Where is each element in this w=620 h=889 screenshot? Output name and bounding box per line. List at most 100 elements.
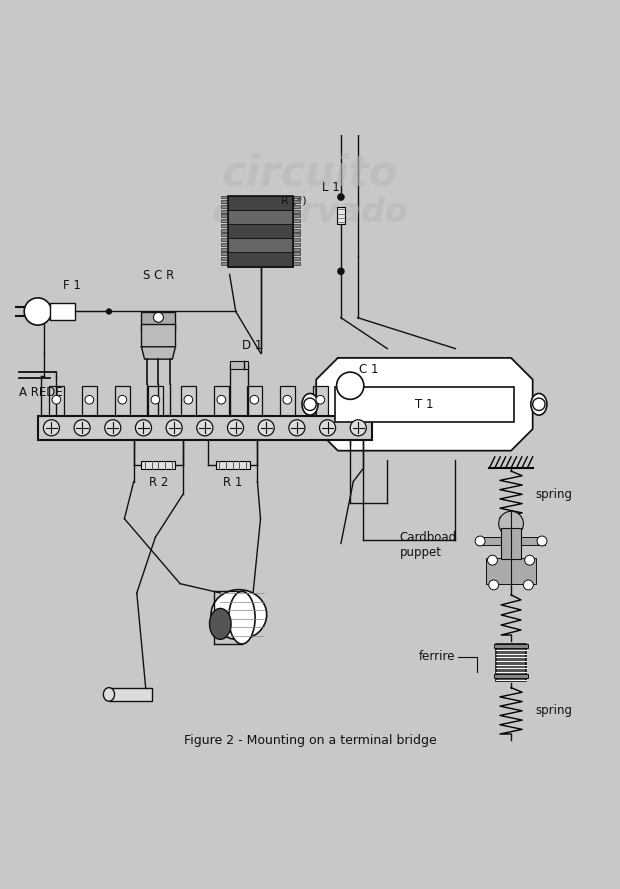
Ellipse shape bbox=[104, 687, 115, 701]
Bar bbox=[228, 252, 293, 267]
Circle shape bbox=[105, 420, 121, 436]
Bar bbox=[228, 238, 293, 252]
Bar bbox=[221, 210, 228, 212]
Circle shape bbox=[258, 420, 274, 436]
Circle shape bbox=[350, 420, 366, 436]
Bar bbox=[293, 210, 301, 212]
Polygon shape bbox=[316, 358, 533, 451]
Bar bbox=[494, 645, 528, 648]
Bar bbox=[293, 262, 301, 265]
Circle shape bbox=[337, 372, 364, 399]
Bar bbox=[230, 361, 247, 369]
Text: D 1: D 1 bbox=[242, 339, 262, 352]
Ellipse shape bbox=[531, 394, 547, 415]
Bar bbox=[214, 387, 229, 416]
Text: spring: spring bbox=[536, 704, 573, 717]
Bar bbox=[221, 200, 228, 204]
Text: R 1: R 1 bbox=[223, 476, 242, 489]
Circle shape bbox=[118, 396, 126, 404]
Bar bbox=[496, 645, 526, 682]
Bar bbox=[221, 196, 228, 198]
Circle shape bbox=[107, 309, 112, 314]
Bar bbox=[221, 257, 228, 260]
Text: T 1: T 1 bbox=[415, 397, 434, 411]
Bar bbox=[228, 224, 293, 238]
Circle shape bbox=[316, 396, 325, 404]
Circle shape bbox=[523, 580, 533, 590]
Bar bbox=[312, 387, 328, 416]
Circle shape bbox=[537, 536, 547, 546]
Circle shape bbox=[475, 536, 485, 546]
Circle shape bbox=[197, 420, 213, 436]
Circle shape bbox=[304, 398, 316, 411]
Circle shape bbox=[217, 396, 226, 404]
Text: circuito: circuito bbox=[222, 153, 398, 195]
Bar bbox=[221, 228, 228, 232]
Circle shape bbox=[338, 268, 344, 275]
Bar bbox=[494, 674, 528, 677]
Circle shape bbox=[319, 420, 335, 436]
Bar bbox=[141, 324, 175, 347]
Bar bbox=[293, 200, 301, 204]
Circle shape bbox=[151, 396, 160, 404]
Bar bbox=[335, 387, 514, 421]
Text: Figure 2 - Mounting on a terminal bridge: Figure 2 - Mounting on a terminal bridge bbox=[184, 733, 436, 747]
Bar bbox=[293, 257, 301, 260]
Bar bbox=[221, 252, 228, 255]
Bar bbox=[221, 238, 228, 241]
Circle shape bbox=[250, 396, 259, 404]
Text: L 1: L 1 bbox=[322, 181, 340, 195]
Bar bbox=[293, 224, 301, 227]
Bar bbox=[115, 387, 130, 416]
Bar bbox=[293, 243, 301, 246]
Text: spring: spring bbox=[536, 488, 573, 501]
Polygon shape bbox=[141, 347, 175, 359]
Circle shape bbox=[338, 194, 344, 200]
Bar bbox=[486, 557, 536, 584]
Circle shape bbox=[349, 396, 358, 404]
Ellipse shape bbox=[302, 394, 318, 415]
Circle shape bbox=[487, 556, 497, 565]
Bar bbox=[228, 196, 293, 267]
Circle shape bbox=[74, 420, 90, 436]
Bar bbox=[293, 196, 301, 198]
Bar bbox=[221, 214, 228, 218]
Bar bbox=[228, 196, 293, 210]
Bar bbox=[221, 243, 228, 246]
Bar bbox=[228, 210, 293, 224]
Bar bbox=[180, 387, 196, 416]
Bar bbox=[337, 207, 345, 224]
Bar bbox=[141, 312, 175, 330]
Bar bbox=[293, 248, 301, 251]
Circle shape bbox=[184, 396, 193, 404]
Bar bbox=[293, 228, 301, 232]
Text: A REDE: A REDE bbox=[19, 386, 63, 399]
Bar bbox=[221, 220, 228, 222]
Text: C 1: C 1 bbox=[360, 364, 379, 376]
Bar bbox=[477, 537, 545, 545]
Circle shape bbox=[135, 420, 151, 436]
Circle shape bbox=[43, 420, 60, 436]
Bar bbox=[141, 461, 175, 469]
Ellipse shape bbox=[211, 589, 267, 639]
Text: R (*): R (*) bbox=[281, 196, 307, 205]
Text: S C R: S C R bbox=[143, 268, 174, 282]
Circle shape bbox=[525, 556, 534, 565]
Bar bbox=[38, 416, 372, 439]
Text: observado: observado bbox=[211, 196, 409, 229]
Bar bbox=[293, 205, 301, 208]
Text: F 1: F 1 bbox=[63, 279, 81, 292]
Bar bbox=[293, 238, 301, 241]
Ellipse shape bbox=[229, 591, 255, 644]
Bar bbox=[293, 214, 301, 218]
Bar bbox=[221, 234, 228, 236]
Text: Cardboad
puppet: Cardboad puppet bbox=[400, 532, 457, 559]
Bar bbox=[221, 224, 228, 227]
Bar bbox=[221, 248, 228, 251]
Circle shape bbox=[154, 312, 164, 323]
Bar bbox=[48, 387, 64, 416]
Bar bbox=[221, 205, 228, 208]
Text: ferrire: ferrire bbox=[419, 650, 455, 663]
Circle shape bbox=[166, 420, 182, 436]
Text: R 2: R 2 bbox=[149, 476, 168, 489]
